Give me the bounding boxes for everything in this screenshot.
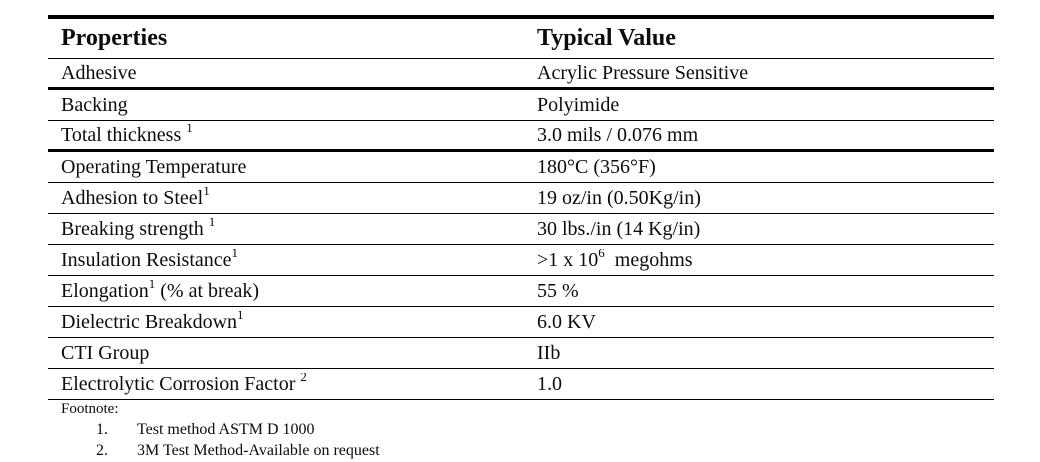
table-row-breaking-strength: Breaking strength 1 30 lbs./in (14 Kg/in… bbox=[48, 214, 994, 245]
value-cell: >1 x 106 megohms bbox=[537, 249, 994, 272]
footnote-item-number: 1. bbox=[96, 421, 108, 438]
value-text: >1 x 10 bbox=[537, 248, 599, 271]
property-cell: Insulation Resistance1 bbox=[48, 249, 537, 272]
footnote-item-text: Test method ASTM D 1000 bbox=[137, 421, 315, 438]
property-text: Elongation bbox=[61, 279, 149, 302]
header-properties: Properties bbox=[48, 25, 537, 52]
value-text: Acrylic Pressure Sensitive bbox=[537, 61, 749, 84]
property-text-rest: (% at break) bbox=[155, 279, 260, 302]
footnote-superscript: 1 bbox=[208, 217, 216, 229]
value-cell: 3.0 mils / 0.076 mm bbox=[537, 124, 994, 147]
value-cell: Polyimide bbox=[537, 94, 994, 117]
value-text-rest: megohms bbox=[604, 248, 693, 271]
value-text: 19 oz/in (0.50Kg/in) bbox=[537, 186, 701, 209]
value-text: 180°C (356°F) bbox=[537, 155, 656, 178]
header-properties-label: Properties bbox=[61, 25, 168, 51]
table-row-backing: Backing Polyimide bbox=[48, 90, 994, 121]
footnote-superscript: 1 bbox=[237, 310, 244, 322]
footnotes-section: Footnote: 1. Test method ASTM D 1000 2. … bbox=[48, 401, 380, 460]
property-cell: Total thickness 1 bbox=[48, 124, 537, 147]
table-row-adhesion-to-steel: Adhesion to Steel1 19 oz/in (0.50Kg/in) bbox=[48, 183, 994, 214]
table-row-cti-group: CTI Group IIb bbox=[48, 338, 994, 369]
property-text: Electrolytic Corrosion Factor bbox=[61, 372, 301, 395]
value-cell: 6.0 KV bbox=[537, 311, 994, 334]
table-row-electrolytic-corrosion-factor: Electrolytic Corrosion Factor 2 1.0 bbox=[48, 369, 994, 400]
property-cell: Dielectric Breakdown1 bbox=[48, 311, 537, 334]
property-cell: Operating Temperature bbox=[48, 156, 537, 179]
property-cell: Adhesion to Steel1 bbox=[48, 187, 537, 210]
value-cell: 1.0 bbox=[537, 373, 994, 396]
footnote-item-text: 3M Test Method-Available on request bbox=[137, 442, 380, 459]
property-cell: Elongation1 (% at break) bbox=[48, 280, 537, 303]
table-row-dielectric-breakdown: Dielectric Breakdown1 6.0 KV bbox=[48, 307, 994, 338]
value-cell: 30 lbs./in (14 Kg/in) bbox=[537, 218, 994, 241]
properties-table: Properties Typical Value Adhesive Acryli… bbox=[48, 15, 994, 400]
value-text: 55 % bbox=[537, 279, 579, 302]
table-row-insulation-resistance: Insulation Resistance1 >1 x 106 megohms bbox=[48, 245, 994, 276]
value-cell: 55 % bbox=[537, 280, 994, 303]
property-cell: Electrolytic Corrosion Factor 2 bbox=[48, 373, 537, 396]
value-text: 3.0 mils / 0.076 mm bbox=[537, 123, 699, 146]
header-typical-value: Typical Value bbox=[537, 25, 994, 52]
property-cell: Adhesive bbox=[48, 62, 537, 85]
value-cell: 19 oz/in (0.50Kg/in) bbox=[537, 187, 994, 210]
property-text: CTI Group bbox=[61, 341, 150, 364]
footnote-item-2: 2. 3M Test Method-Available on request bbox=[96, 441, 380, 460]
table-row-adhesive: Adhesive Acrylic Pressure Sensitive bbox=[48, 59, 994, 90]
table-row-total-thickness: Total thickness 1 3.0 mils / 0.076 mm bbox=[48, 121, 994, 152]
property-cell: Breaking strength 1 bbox=[48, 218, 537, 241]
footnote-superscript: 1 bbox=[203, 186, 210, 198]
property-text: Operating Temperature bbox=[61, 155, 247, 178]
property-text: Breaking strength bbox=[61, 217, 209, 240]
footnote-superscript: 1 bbox=[231, 248, 239, 260]
property-text: Backing bbox=[61, 93, 128, 116]
value-cell: 180°C (356°F) bbox=[537, 156, 994, 179]
value-superscript: 6 bbox=[598, 248, 605, 260]
footnote-item-1: 1. Test method ASTM D 1000 bbox=[96, 420, 380, 439]
property-text: Adhesive bbox=[61, 61, 137, 84]
property-text: Dielectric Breakdown bbox=[61, 310, 238, 333]
property-text: Insulation Resistance bbox=[61, 248, 232, 271]
value-text: 1.0 bbox=[537, 372, 562, 395]
table-row-operating-temperature: Operating Temperature 180°C (356°F) bbox=[48, 152, 994, 183]
footnote-superscript: 1 bbox=[186, 123, 193, 135]
value-text: 6.0 KV bbox=[537, 310, 596, 333]
value-cell: IIb bbox=[537, 342, 994, 365]
value-text: IIb bbox=[537, 341, 561, 364]
footnote-superscript: 1 bbox=[148, 279, 156, 291]
value-text: 30 lbs./in (14 Kg/in) bbox=[537, 217, 701, 240]
table-header-row: Properties Typical Value bbox=[48, 19, 994, 59]
header-typical-value-label: Typical Value bbox=[537, 25, 676, 51]
value-cell: Acrylic Pressure Sensitive bbox=[537, 62, 994, 85]
footnote-label: Footnote: bbox=[61, 401, 119, 417]
property-text: Total thickness bbox=[61, 123, 187, 146]
table-row-elongation: Elongation1 (% at break) 55 % bbox=[48, 276, 994, 307]
footnote-item-number: 2. bbox=[96, 442, 108, 459]
property-cell: Backing bbox=[48, 94, 537, 117]
property-text: Adhesion to Steel bbox=[61, 186, 204, 209]
footnote-superscript: 2 bbox=[300, 372, 307, 384]
value-text: Polyimide bbox=[537, 93, 620, 116]
property-cell: CTI Group bbox=[48, 342, 537, 365]
